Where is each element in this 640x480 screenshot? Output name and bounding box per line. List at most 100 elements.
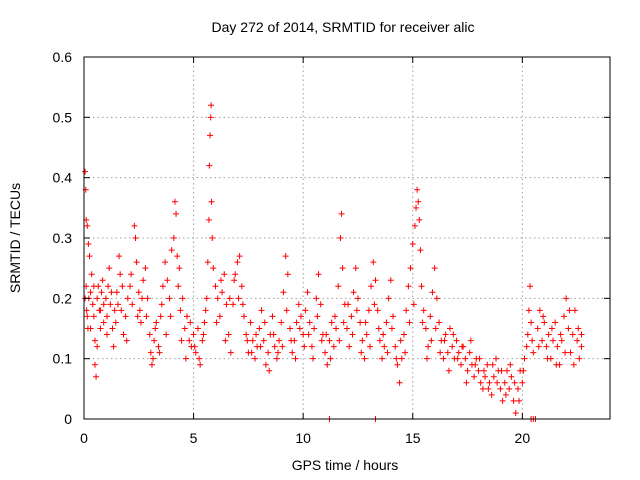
data-point: [108, 289, 115, 296]
data-point: [293, 319, 300, 326]
data-point: [199, 337, 206, 344]
chart-title: Day 272 of 2014, SRMTID for receiver ali…: [212, 19, 475, 35]
data-point: [304, 289, 311, 296]
data-point: [503, 367, 510, 374]
data-point: [163, 331, 170, 338]
data-point: [447, 325, 454, 332]
data-point: [310, 355, 317, 362]
data-point: [208, 102, 215, 109]
data-point: [394, 361, 401, 368]
data-point: [261, 319, 268, 326]
data-point: [225, 331, 232, 338]
data-point: [155, 343, 162, 350]
data-point: [371, 301, 378, 308]
data-point: [480, 367, 487, 374]
data-point: [86, 253, 93, 260]
data-point: [440, 355, 447, 362]
data-point: [475, 367, 482, 374]
data-point: [340, 319, 347, 326]
data-point: [437, 349, 444, 356]
data-point: [158, 301, 165, 308]
data-point: [217, 277, 224, 284]
data-point: [416, 216, 423, 223]
plot-frame: [83, 56, 611, 420]
data-point: [134, 313, 141, 320]
data-point: [370, 259, 377, 266]
data-point: [244, 337, 251, 344]
data-point: [176, 265, 183, 272]
grid-lines: [84, 57, 610, 419]
data-point: [574, 337, 581, 344]
x-tick-label: 5: [190, 430, 198, 446]
data-point: [431, 265, 438, 272]
data-point: [403, 307, 410, 314]
x-tick-label: 15: [405, 430, 421, 446]
data-point: [173, 210, 180, 217]
data-point: [520, 367, 527, 374]
data-point: [571, 307, 578, 314]
data-point: [379, 355, 386, 362]
data-point: [296, 325, 303, 332]
data-point: [493, 355, 500, 362]
data-point: [127, 283, 134, 290]
data-point: [251, 355, 258, 362]
data-point: [567, 349, 574, 356]
data-point: [548, 325, 555, 332]
data-point: [223, 301, 230, 308]
data-point: [171, 198, 178, 205]
data-point: [464, 367, 471, 374]
data-point: [337, 235, 344, 241]
data-point: [506, 385, 513, 392]
data-point: [240, 313, 247, 320]
data-point: [367, 343, 374, 350]
data-point: [117, 271, 124, 278]
data-point: [449, 343, 456, 350]
data-point: [432, 325, 439, 332]
data-point: [326, 337, 333, 344]
data-point: [499, 397, 506, 404]
data-point: [99, 277, 106, 284]
data-point: [243, 331, 250, 338]
data-point: [257, 343, 264, 350]
data-point: [417, 247, 424, 254]
data-point: [376, 337, 383, 344]
data-point: [575, 325, 582, 332]
data-point: [323, 331, 330, 338]
data-point: [106, 265, 113, 272]
data-point: [358, 349, 365, 356]
data-point: [368, 283, 375, 290]
data-point: [151, 337, 158, 344]
data-point: [162, 259, 169, 266]
data-point: [200, 331, 207, 338]
data-point: [181, 325, 188, 332]
data-point: [402, 349, 409, 356]
data-point: [93, 373, 100, 380]
data-point: [266, 367, 273, 374]
data-point: [462, 355, 469, 362]
data-point: [322, 349, 329, 356]
data-point: [552, 319, 559, 326]
data-point: [84, 313, 91, 320]
y-tick-label: 0.6: [53, 49, 73, 65]
data-point: [372, 277, 379, 284]
y-axis-label: SRMTID / TECUs: [7, 183, 23, 293]
data-point: [133, 259, 140, 266]
data-point: [98, 289, 105, 296]
data-point: [363, 331, 370, 338]
data-point: [387, 277, 394, 284]
data-point: [262, 361, 269, 368]
data-point: [112, 319, 119, 326]
data-point: [570, 361, 577, 368]
data-point: [186, 337, 193, 344]
data-point: [455, 349, 462, 356]
data-point: [407, 265, 414, 272]
data-point: [94, 295, 101, 302]
data-point: [413, 204, 420, 211]
data-point: [283, 307, 290, 314]
data-point: [324, 361, 331, 368]
data-points: [82, 102, 585, 422]
data-point: [118, 307, 125, 314]
data-point: [168, 247, 175, 254]
data-point: [167, 313, 174, 320]
data-point: [418, 283, 425, 290]
